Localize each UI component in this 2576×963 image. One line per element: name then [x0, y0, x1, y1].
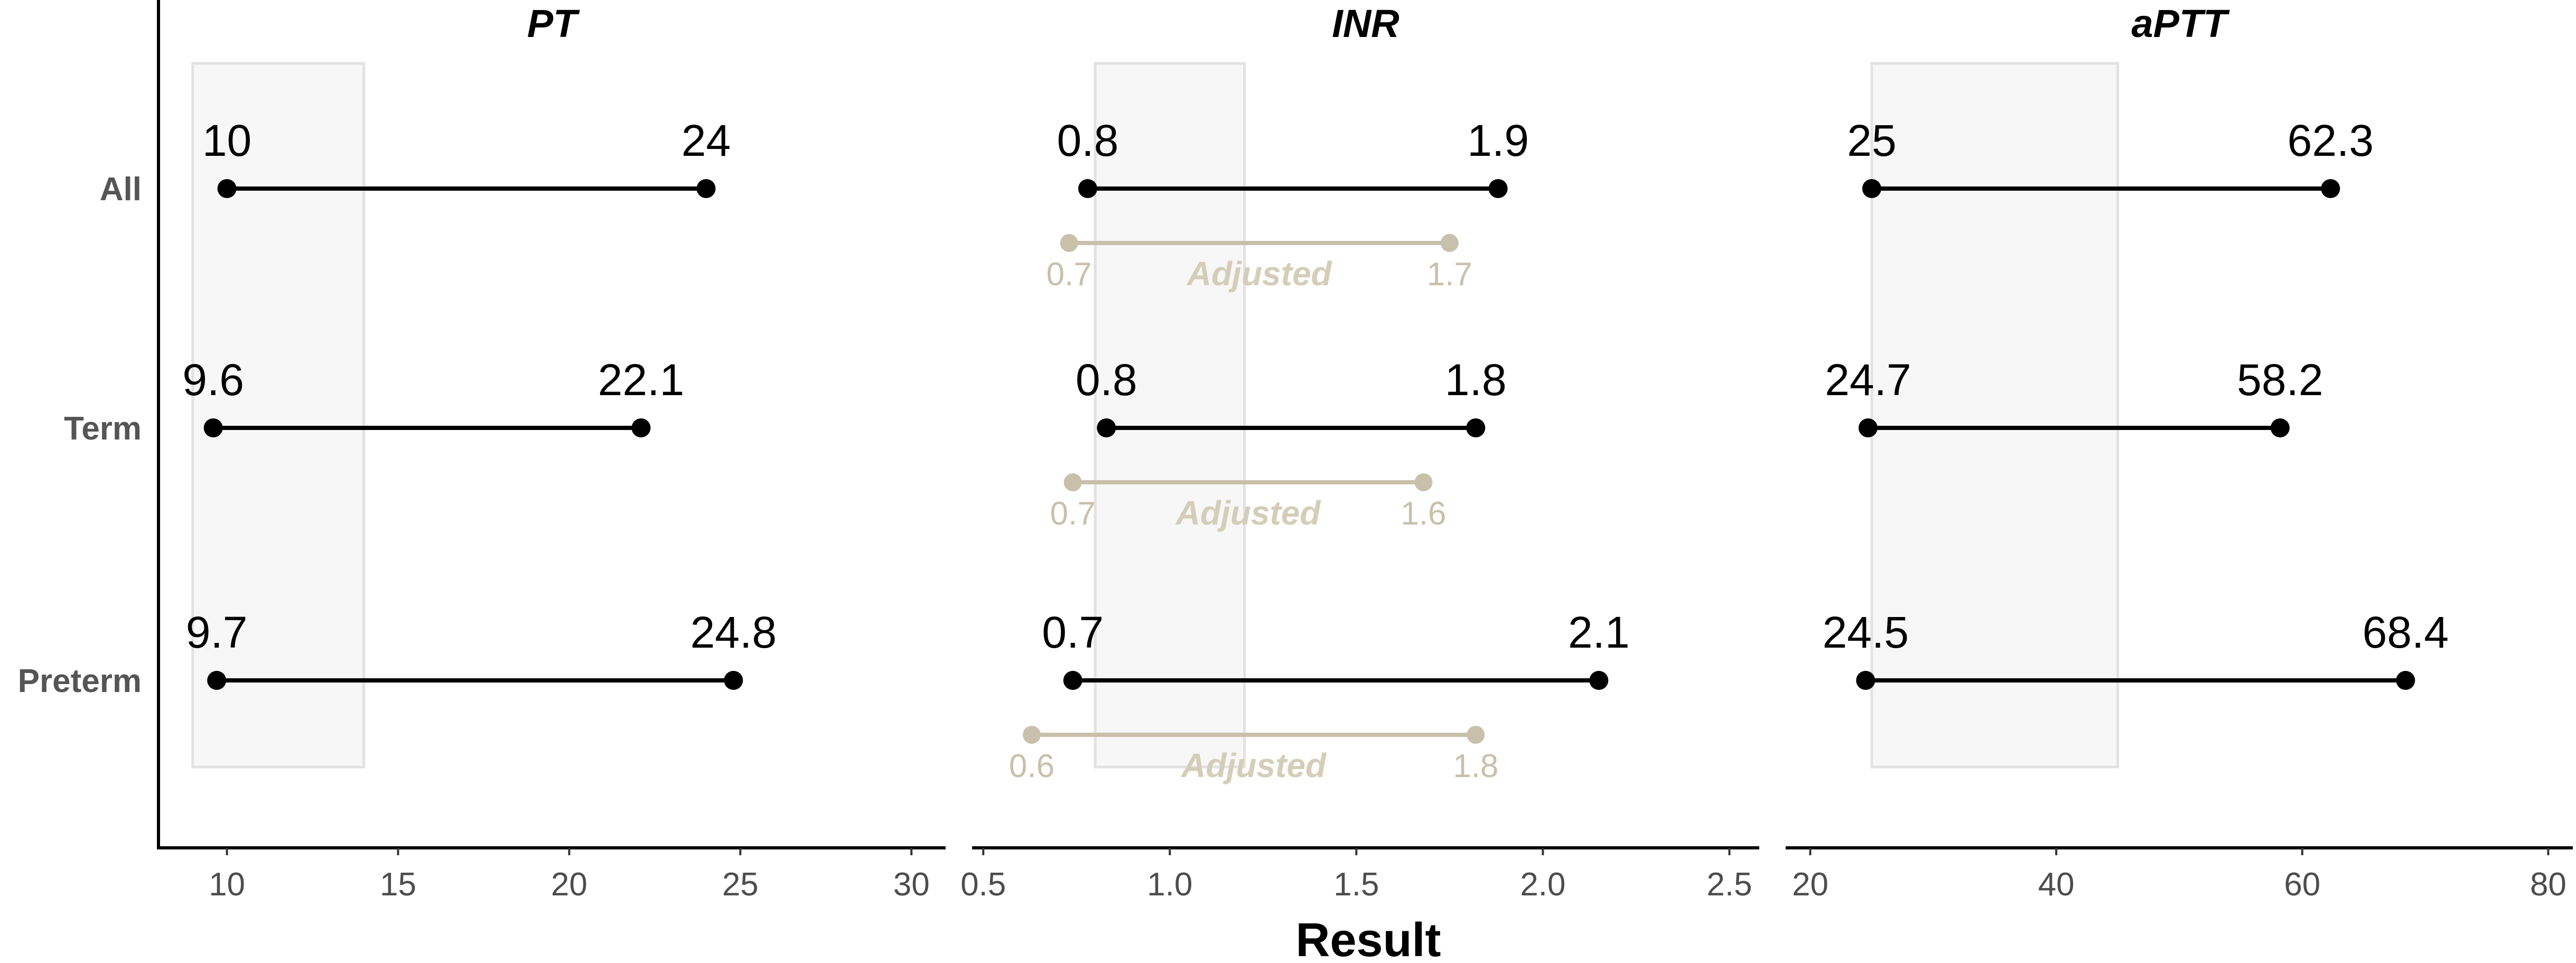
low-point — [1856, 671, 1875, 690]
low-value-label: 25 — [1847, 116, 1896, 165]
adjusted-high-point — [1440, 234, 1459, 252]
adjusted-high-point — [1414, 473, 1433, 491]
adjusted-label: Adjusted — [1186, 255, 1333, 293]
high-point — [2396, 671, 2415, 690]
low-value-label: 0.8 — [1057, 116, 1119, 165]
low-value-label: 10 — [202, 116, 251, 165]
reference-band-aptt — [1870, 62, 2120, 769]
high-value-label: 68.4 — [2363, 607, 2449, 657]
high-point — [724, 671, 743, 690]
x-tick-label-inr: 0.5 — [960, 866, 1006, 903]
low-point — [1858, 418, 1878, 437]
low-value-label: 9.7 — [186, 607, 248, 657]
x-tick-label-inr: 2.5 — [1706, 866, 1752, 903]
high-value-label: 22.1 — [598, 355, 685, 405]
low-value-label: 9.6 — [182, 355, 244, 405]
high-point — [696, 179, 716, 198]
low-value-label: 24.5 — [1823, 607, 1909, 657]
low-point — [1078, 179, 1097, 198]
high-value-label: 2.1 — [1568, 607, 1630, 657]
adjusted-low-point — [1063, 473, 1082, 491]
adjusted-low-label: 0.7 — [1050, 495, 1096, 532]
high-value-label: 62.3 — [2288, 116, 2374, 165]
high-value-label: 24.8 — [690, 607, 777, 657]
adjusted-high-point — [1467, 726, 1485, 744]
x-tick-label-aptt: 40 — [2038, 866, 2075, 903]
x-axis-title: Result — [1295, 914, 1441, 963]
x-tick-label-aptt: 80 — [2530, 866, 2566, 903]
high-point — [1488, 179, 1508, 198]
panel-title-aptt: aPTT — [2132, 2, 2230, 45]
category-label-preterm: Preterm — [18, 663, 142, 699]
low-point — [217, 179, 237, 198]
adjusted-label: Adjusted — [1180, 746, 1327, 784]
adjusted-low-point — [1022, 726, 1041, 744]
x-tick-label-aptt: 20 — [1792, 866, 1828, 903]
low-value-label: 0.7 — [1042, 607, 1104, 657]
category-label-term: Term — [64, 410, 142, 447]
x-tick-label-inr: 2.0 — [1520, 866, 1565, 903]
x-tick-label-pt: 25 — [722, 866, 759, 903]
x-tick-label-aptt: 60 — [2284, 866, 2320, 903]
high-point — [2321, 179, 2340, 198]
x-tick-label-pt: 10 — [209, 866, 245, 903]
x-tick-label-inr: 1.5 — [1333, 866, 1379, 903]
high-value-label: 24 — [682, 116, 731, 165]
low-point — [1097, 418, 1116, 437]
adjusted-high-label: 1.8 — [1453, 748, 1498, 784]
x-tick-label-pt: 15 — [380, 866, 416, 903]
low-value-label: 0.8 — [1076, 355, 1137, 405]
reference-band-inr — [1094, 62, 1246, 769]
panel-title-pt: PT — [527, 2, 580, 45]
adjusted-low-label: 0.6 — [1009, 748, 1054, 784]
low-point — [203, 418, 223, 437]
category-label-all: All — [100, 171, 142, 208]
adjusted-high-label: 1.6 — [1401, 495, 1446, 532]
low-point — [1063, 671, 1082, 690]
panel-title-inr: INR — [1332, 2, 1399, 45]
low-value-label: 24.7 — [1825, 355, 1911, 405]
x-tick-label-inr: 1.0 — [1147, 866, 1192, 903]
high-point — [631, 418, 651, 437]
x-tick-label-pt: 30 — [893, 866, 930, 903]
low-point — [207, 671, 227, 690]
high-point — [1589, 671, 1609, 690]
x-tick-label-pt: 20 — [551, 866, 587, 903]
adjusted-label: Adjusted — [1175, 494, 1322, 532]
high-point — [2270, 418, 2290, 437]
high-value-label: 58.2 — [2237, 355, 2323, 405]
high-value-label: 1.9 — [1467, 116, 1529, 165]
adjusted-high-label: 1.7 — [1427, 256, 1472, 293]
adjusted-low-label: 0.7 — [1047, 256, 1092, 293]
high-value-label: 1.8 — [1445, 355, 1507, 405]
low-point — [1862, 179, 1881, 198]
high-point — [1466, 418, 1486, 437]
adjusted-low-point — [1060, 234, 1078, 252]
reference-band-pt — [191, 62, 366, 769]
